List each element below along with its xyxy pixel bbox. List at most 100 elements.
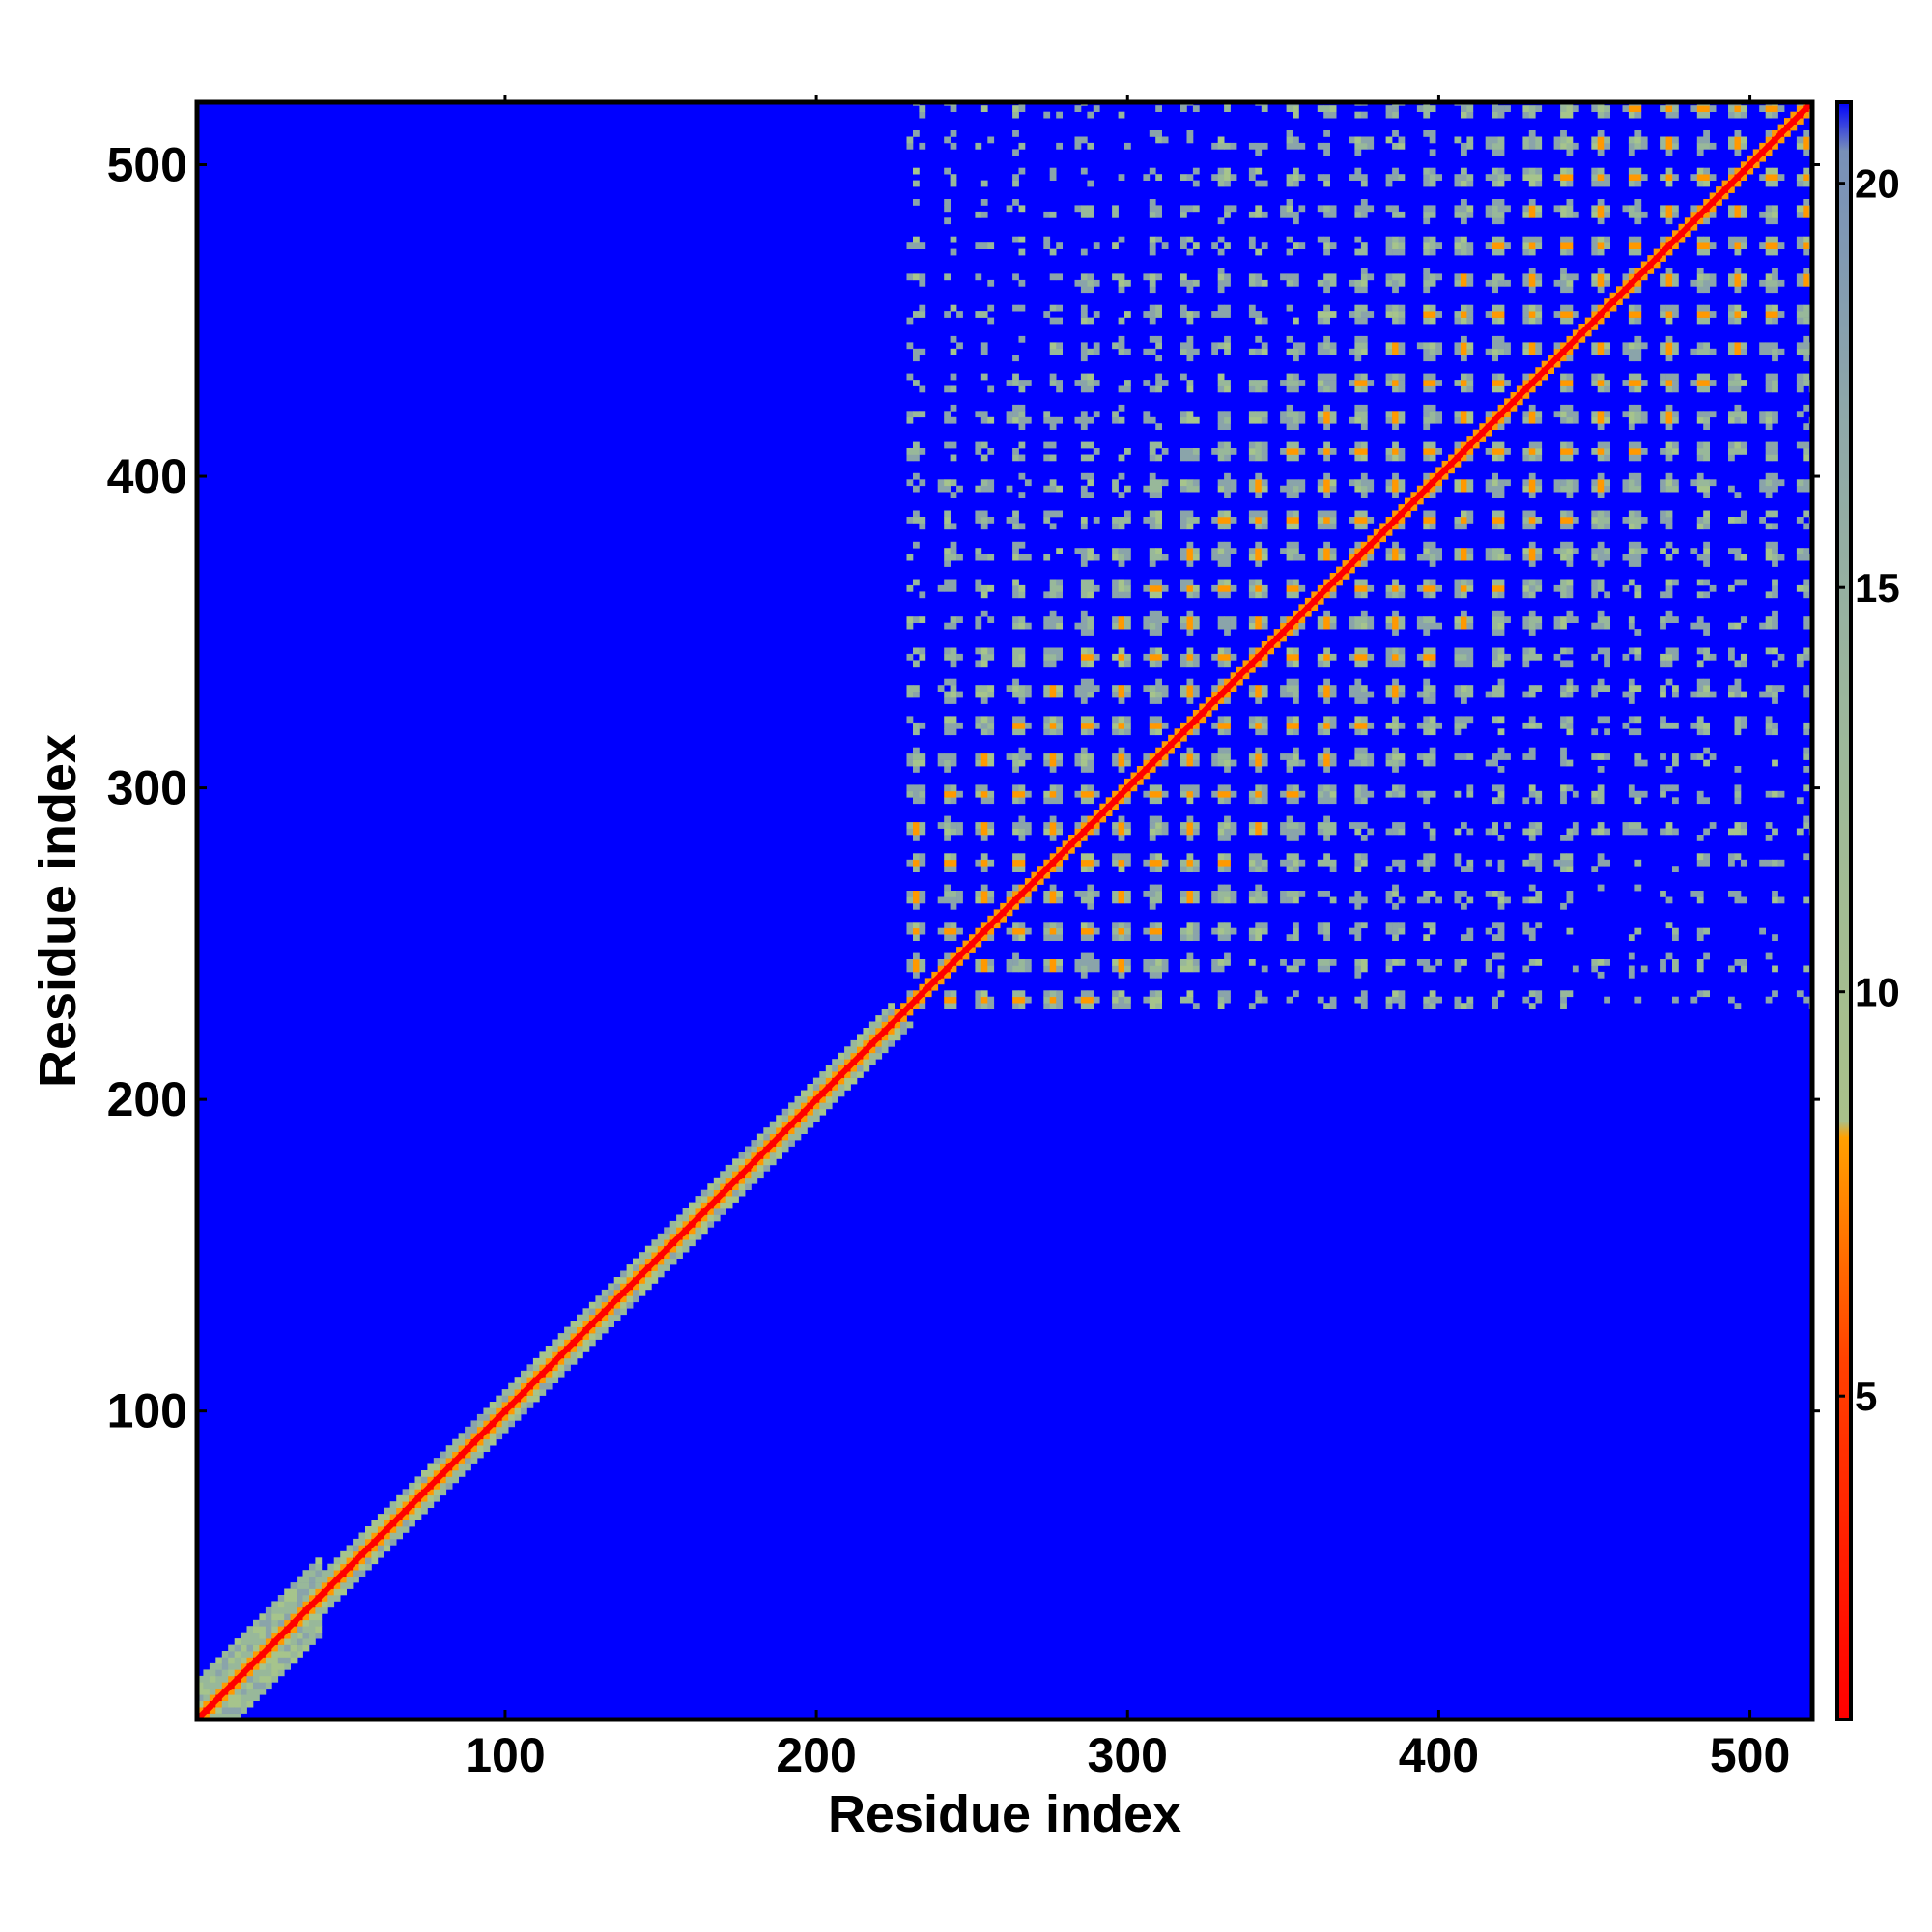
heatmap-cell [1522,380,1530,386]
heatmap-cell [1323,441,1330,449]
heatmap-cell [1248,385,1256,393]
heatmap-cell [700,1189,708,1197]
heatmap-cell [1392,691,1399,698]
heatmap-cell [1660,373,1666,381]
heatmap-cell [1155,922,1162,929]
heatmap-cell [1560,996,1567,1004]
heatmap-cell [1224,342,1231,350]
heatmap-cell [1634,404,1642,412]
heatmap-cell [1155,716,1162,724]
heatmap-cell [1304,597,1312,605]
heatmap-cell [1255,866,1263,872]
heatmap-cell [1423,304,1431,312]
heatmap-cell [1560,268,1567,274]
heatmap-cell [353,1550,359,1558]
heatmap-cell [1205,710,1212,717]
heatmap-cell [906,959,914,966]
heatmap-cell [309,1613,316,1621]
heatmap-cell [1354,355,1362,362]
heatmap-cell [1385,896,1393,904]
heatmap-cell [1560,660,1567,668]
heatmap-cell [371,1545,379,1552]
heatmap-cell [1124,778,1131,785]
heatmap-cell [1528,142,1536,150]
heatmap-cell [756,1164,764,1172]
heatmap-cell [1323,523,1330,530]
heatmap-cell [1155,130,1162,137]
heatmap-cell [1492,205,1498,213]
heatmap-cell [1566,248,1574,256]
heatmap-cell [906,517,914,524]
heatmap-cell [980,441,988,449]
heatmap-cell [1018,167,1026,175]
heatmap-cell [1566,485,1574,493]
heatmap-cell [1012,766,1019,773]
heatmap-cell [1510,392,1518,399]
heatmap-cell [427,1476,435,1484]
heatmap-cell [1012,579,1019,586]
heatmap-cell [1293,896,1299,904]
heatmap-cell [309,1626,316,1633]
heatmap-cell [1329,523,1337,530]
heatmap-cell [340,1582,347,1589]
heatmap-cell [980,660,988,668]
heatmap-cell [1317,822,1324,829]
heatmap-cell [1217,784,1225,792]
heatmap-cell [1180,722,1187,729]
heatmap-cell [1043,959,1051,966]
heatmap-cell [1280,416,1287,424]
heatmap-cell [1497,105,1505,112]
heatmap-cell [1423,728,1431,736]
heatmap-cell [1392,697,1399,704]
heatmap-cell [1149,647,1156,655]
heatmap-cell [1429,236,1436,243]
heatmap-cell [608,1295,614,1303]
heatmap-cell [1360,560,1368,567]
heatmap-cell [1696,959,1704,966]
heatmap-cell [1293,828,1299,836]
heatmap-cell [1080,167,1088,175]
heatmap-cell [1660,722,1666,729]
heatmap-cell [1155,965,1162,973]
heatmap-cell [1118,784,1125,792]
heatmap-cell [1597,342,1605,350]
heatmap-cell [1497,728,1505,736]
heatmap-cell [1293,385,1299,393]
heatmap-cell [1293,541,1299,549]
heatmap-cell [1634,167,1642,175]
heatmap-cell [1497,335,1505,343]
heatmap-cell [1665,167,1673,175]
heatmap-cell [1461,317,1467,325]
heatmap-cell [1224,896,1231,904]
heatmap-cell [1665,647,1673,655]
heatmap-cell [1180,342,1187,350]
heatmap-cell [608,1321,614,1327]
heatmap-cell [1665,591,1673,599]
heatmap-cell [1080,697,1088,704]
heatmap-cell [1696,385,1704,393]
heatmap-cell [1293,554,1299,561]
heatmap-cell [1560,441,1567,449]
heatmap-cell [1497,716,1505,724]
heatmap-cell [1454,273,1462,281]
heatmap-cell [552,1377,559,1383]
heatmap-cell [980,685,988,692]
heatmap-cell [1622,828,1630,836]
heatmap-cell [1217,541,1225,549]
heatmap-cell [980,822,988,829]
heatmap-cell [950,891,957,897]
heatmap-cell [1528,560,1536,567]
heatmap-cell [1124,1003,1131,1009]
heatmap-cell [1112,653,1119,661]
heatmap-cell [1080,492,1088,498]
heatmap-cell [297,1606,303,1614]
heatmap-cell [1360,199,1368,206]
heatmap-cell [1217,454,1225,462]
heatmap-cell [1186,747,1194,754]
heatmap-cell [297,1576,303,1583]
heatmap-cell [664,1239,670,1247]
heatmap-cell [906,896,914,904]
heatmap-cell [919,242,926,249]
heatmap-cell [1466,348,1474,355]
heatmap-cell [1528,647,1536,655]
